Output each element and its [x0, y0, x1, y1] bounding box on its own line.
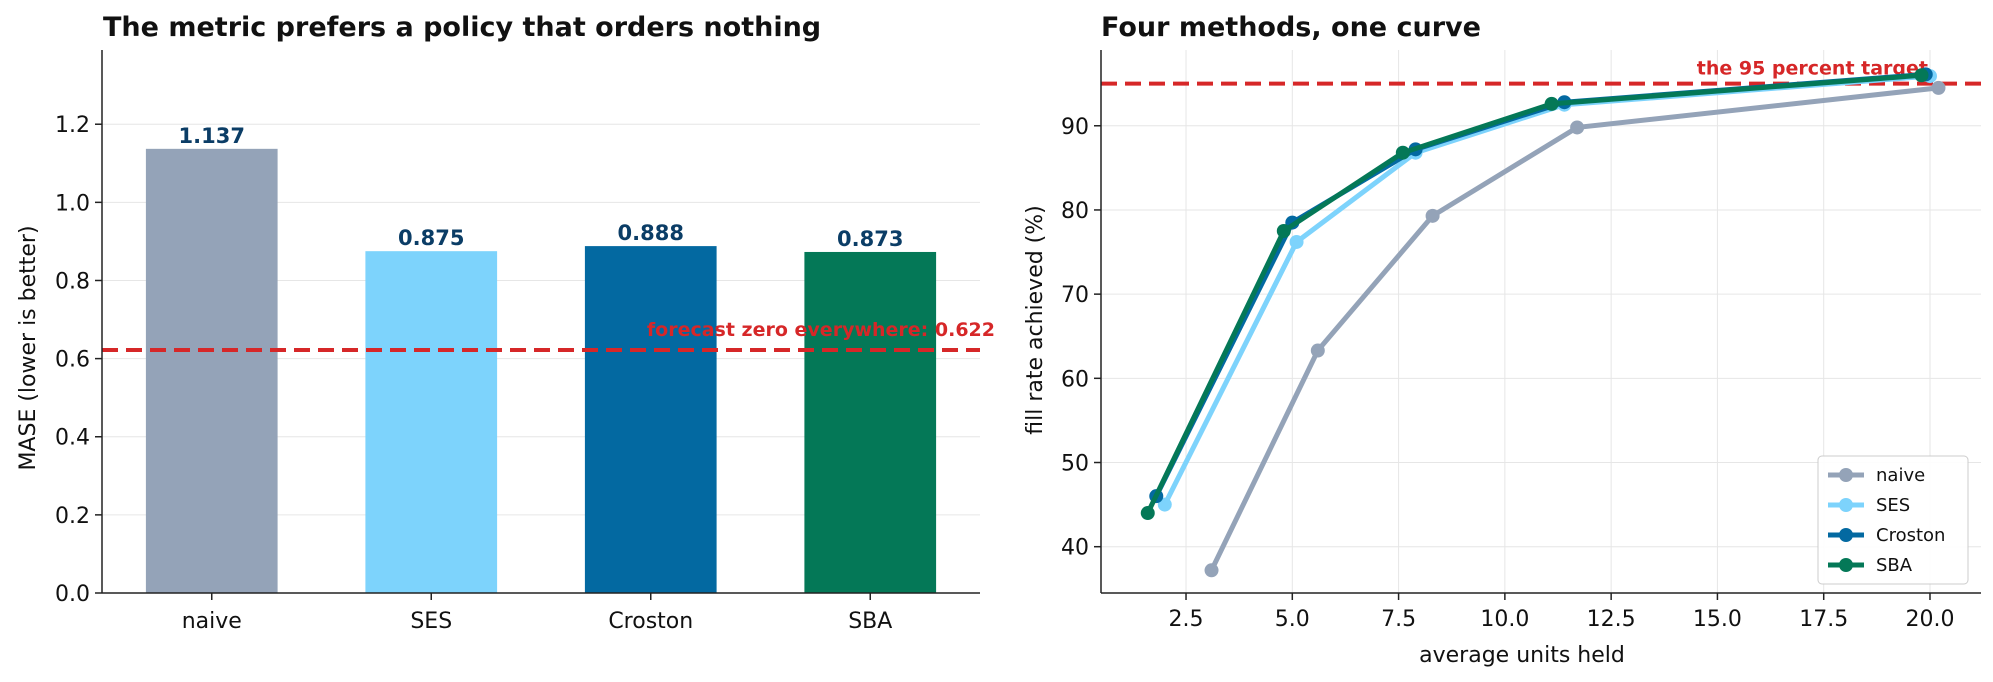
series-line-croston	[1153, 71, 1929, 499]
line-chart-legend: naive SES Croston SBA	[1817, 455, 1969, 585]
bar-chart-title: The metric prefers a policy that orders …	[103, 12, 821, 43]
line-chart-x-tick-label: 15.0	[1693, 607, 1742, 632]
bar-chart-x-tick-label: naive	[182, 609, 242, 634]
bar-naive	[145, 148, 278, 594]
bar-chart-x-tick-label: SBA	[848, 609, 892, 634]
bar-chart-x-tick-label: Croston	[608, 609, 693, 634]
line-chart-series	[1140, 67, 1946, 578]
line-chart-y-tick-label: 90	[1061, 115, 1089, 140]
bar-chart-y-tick-label: 0.8	[55, 269, 90, 294]
line-chart-x-tick-label: 12.5	[1587, 607, 1636, 632]
bar-chart-reference: forecast zero everywhere: 0.622	[102, 319, 995, 353]
series-point-ses	[1157, 497, 1172, 512]
series-point-naive	[1204, 563, 1219, 578]
fill-rate-line-chart: Four methods, one curve the 95 percent t…	[1023, 12, 1981, 668]
bar-chart-y-tick-label: 1.0	[55, 191, 90, 216]
bar-chart-x-tick-label: SES	[410, 609, 452, 634]
legend-marker-ses	[1839, 498, 1853, 512]
series-point-naive	[1425, 208, 1440, 223]
legend-marker-sba	[1839, 558, 1853, 572]
bar-croston	[584, 246, 717, 593]
bar-chart-y-tick-label: 1.2	[55, 113, 90, 138]
bar-chart-y-tick-label: 0.0	[55, 582, 90, 607]
legend-label-naive: naive	[1876, 465, 1925, 486]
line-chart-reference-label: the 95 percent target	[1697, 58, 1928, 80]
bar-chart-y-axis-label: MASE (lower is better)	[16, 225, 41, 470]
bar-value-label: 1.137	[179, 124, 245, 148]
bar-chart-axes: 0.0 0.2 0.4 0.6 0.8 1.0 1.2 naive SES Croston SBA	[55, 50, 980, 634]
series-point-sba	[1395, 145, 1410, 160]
legend-marker-naive	[1839, 468, 1853, 482]
legend-label-sba: SBA	[1876, 555, 1913, 576]
line-chart-axes: 2.5 5.0 7.5 10.0 12.5 15.0 17.5 20.0 40 50 60 70 80 9…	[1061, 50, 1981, 632]
line-chart-x-tick-label: 7.5	[1381, 607, 1416, 632]
bar-chart-bars: 1.137 0.875 0.888 0.873	[145, 124, 937, 594]
line-chart-y-tick-label: 40	[1061, 536, 1089, 561]
line-chart-title: Four methods, one curve	[1101, 12, 1481, 43]
bar-chart-reference-label: forecast zero everywhere: 0.622	[647, 319, 995, 341]
line-chart-x-tick-label: 10.0	[1480, 607, 1529, 632]
bar-chart-y-tick-label: 0.2	[55, 504, 90, 529]
line-chart-y-tick-label: 70	[1061, 283, 1089, 308]
series-point-naive	[1310, 343, 1325, 358]
line-chart-x-tick-label: 20.0	[1905, 607, 1954, 632]
legend-label-croston: Croston	[1876, 525, 1945, 546]
bar-sba	[804, 251, 937, 593]
series-point-sba	[1544, 96, 1559, 111]
series-point-sba	[1140, 506, 1155, 521]
line-chart-y-tick-label: 50	[1061, 452, 1089, 477]
series-point-sba	[1276, 224, 1291, 238]
line-chart-x-tick-label: 2.5	[1169, 607, 1204, 632]
legend-label-ses: SES	[1876, 495, 1910, 516]
line-chart-x-tick-label: 5.0	[1275, 607, 1310, 632]
line-chart-x-tick-label: 17.5	[1799, 607, 1848, 632]
line-chart-y-axis-label: fill rate achieved (%)	[1023, 205, 1048, 435]
bar-chart-y-tick-label: 0.6	[55, 348, 90, 373]
line-chart-y-tick-label: 80	[1061, 199, 1089, 224]
series-point-naive	[1931, 80, 1946, 95]
line-chart-x-axis-label: average units held	[1419, 643, 1625, 668]
bar-ses	[365, 251, 498, 593]
legend-marker-croston	[1839, 528, 1853, 542]
bar-chart-y-tick-label: 0.4	[55, 426, 90, 451]
bar-value-label: 0.875	[398, 226, 464, 250]
series-point-ses	[1289, 234, 1304, 249]
bar-value-label: 0.888	[618, 221, 684, 245]
bar-value-label: 0.873	[837, 227, 903, 251]
series-point-naive	[1570, 120, 1585, 135]
series-line-ses	[1162, 73, 1933, 508]
series-point-sba	[1914, 68, 1929, 83]
legend-frame	[1817, 455, 1969, 585]
line-chart-y-tick-label: 60	[1061, 367, 1089, 392]
mase-bar-chart: The metric prefers a policy that orders …	[16, 12, 995, 634]
